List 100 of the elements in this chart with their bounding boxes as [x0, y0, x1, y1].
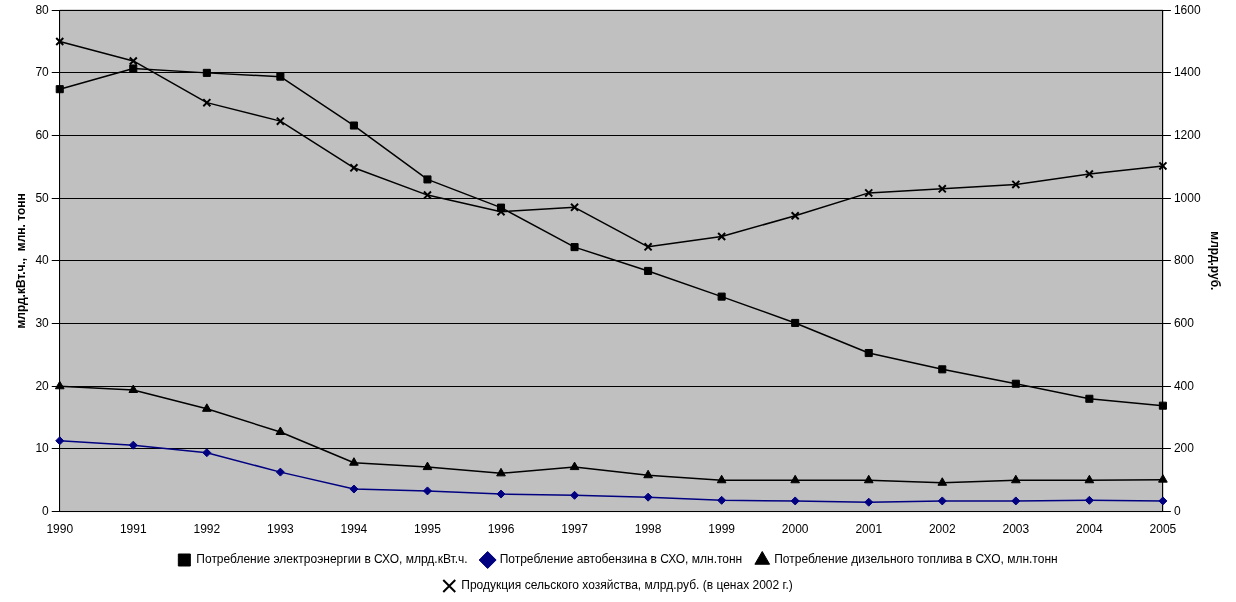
- point: [55, 37, 65, 47]
- y-tick-label: 20: [35, 378, 50, 393]
- point: [349, 163, 359, 173]
- y2-tick-label: 800: [1173, 253, 1195, 268]
- point: [716, 474, 727, 484]
- y2-tick-label: 0: [1173, 503, 1181, 518]
- point: [349, 484, 359, 494]
- point: [275, 467, 285, 477]
- point: [863, 474, 874, 484]
- point: [717, 292, 726, 301]
- point: [643, 242, 653, 252]
- point: [790, 496, 800, 506]
- point: [937, 184, 947, 194]
- x-tick-label: 2000: [781, 522, 809, 537]
- point: [349, 457, 359, 466]
- y-tick-label: 70: [35, 65, 50, 80]
- point: [644, 266, 653, 275]
- point: [864, 349, 873, 358]
- point: [1085, 394, 1094, 403]
- y2-axis-title: млрд.руб.: [1208, 231, 1223, 291]
- point: [276, 72, 285, 81]
- point: [790, 211, 800, 221]
- point: [275, 426, 286, 435]
- y-tick-label: 40: [35, 253, 50, 268]
- point: [643, 469, 653, 479]
- point: [717, 495, 727, 505]
- point: [864, 497, 874, 507]
- y2-tick-label: 1600: [1173, 2, 1201, 17]
- point: [937, 496, 947, 506]
- x-tick-label: 1993: [267, 522, 295, 537]
- y2-tick-label: 1200: [1173, 127, 1201, 142]
- point: [423, 175, 432, 184]
- x-tick-label: 1990: [46, 522, 74, 537]
- point: [569, 461, 580, 471]
- x-tick-label: 1997: [561, 522, 589, 537]
- point: [570, 490, 580, 500]
- point: [422, 190, 432, 200]
- x-tick-label: 1999: [708, 522, 736, 537]
- point: [275, 116, 285, 126]
- legend-label: Потребление дизельного топлива в СХО, млн.тонн: [774, 552, 1058, 567]
- point: [1010, 474, 1021, 484]
- point: [1011, 179, 1021, 189]
- point: [202, 68, 211, 77]
- point: [717, 231, 727, 241]
- y-axis-title: млрд.кВт.ч., млн. тонн: [13, 193, 28, 329]
- point: [1084, 495, 1094, 505]
- x-tick-label: 1998: [634, 522, 662, 537]
- point: [1084, 169, 1094, 179]
- y2-tick-label: 200: [1173, 441, 1195, 456]
- point: [1084, 474, 1095, 484]
- y-tick-label: 10: [35, 441, 50, 456]
- y-tick-label: 80: [35, 2, 50, 17]
- point: [1158, 401, 1167, 410]
- y2-tick-label: 600: [1173, 315, 1195, 330]
- point: [202, 403, 212, 412]
- y2-tick-label: 1400: [1173, 65, 1201, 80]
- point: [55, 436, 65, 446]
- point: [128, 384, 139, 394]
- point: [202, 448, 212, 458]
- x-tick-label: 2005: [1149, 522, 1177, 537]
- y-tick-label: 50: [35, 190, 50, 205]
- legend-label: Потребление электроэнергии в СХО, млрд.кВт.ч.: [196, 552, 468, 567]
- point: [128, 56, 138, 66]
- x-tick-label: 1996: [487, 522, 515, 537]
- point: [938, 365, 947, 374]
- point: [422, 486, 432, 496]
- point: [496, 489, 506, 499]
- point: [1011, 379, 1020, 388]
- point: [1158, 161, 1168, 171]
- point: [790, 474, 801, 484]
- point: [128, 440, 138, 450]
- x-tick-label: 2003: [1002, 522, 1030, 537]
- y2-tick-label: 1000: [1173, 190, 1201, 205]
- y2-tick-label: 400: [1173, 378, 1195, 393]
- y-tick-label: 30: [35, 315, 50, 330]
- point: [643, 492, 653, 502]
- x-tick-label: 2004: [1076, 522, 1104, 537]
- x-tick-label: 1992: [193, 522, 221, 537]
- point: [570, 243, 579, 252]
- point: [349, 121, 358, 130]
- point: [496, 467, 506, 477]
- y-tick-label: 60: [35, 127, 50, 142]
- point: [202, 98, 212, 108]
- point: [1158, 496, 1168, 506]
- x-tick-label: 1994: [340, 522, 368, 537]
- x-tick-label: 2002: [928, 522, 956, 537]
- legend-label: Продукция сельского хозяйства, млрд.руб. (в ценах 2002 г.): [461, 578, 793, 593]
- point: [55, 85, 64, 94]
- point: [864, 188, 874, 198]
- x-tick-label: 1995: [414, 522, 442, 537]
- point: [422, 461, 433, 471]
- point: [1158, 474, 1168, 483]
- point: [129, 64, 138, 73]
- legend-label: Потребление автобензина в СХО, млн.тонн: [499, 552, 743, 567]
- y-tick-label: 0: [42, 503, 50, 518]
- point: [1011, 496, 1021, 506]
- point: [937, 477, 948, 486]
- x-tick-label: 1991: [119, 522, 147, 537]
- point: [570, 202, 580, 212]
- point: [791, 318, 800, 327]
